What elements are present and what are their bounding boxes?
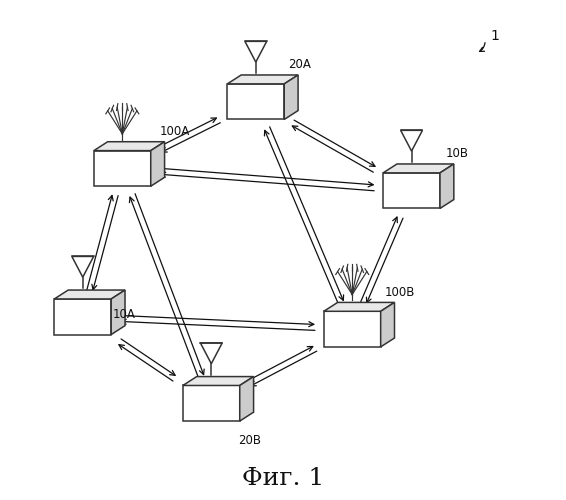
Text: 100B: 100B	[384, 286, 415, 298]
Polygon shape	[54, 290, 125, 299]
Polygon shape	[151, 142, 165, 186]
Polygon shape	[183, 376, 254, 386]
Polygon shape	[54, 299, 111, 334]
Text: 20B: 20B	[238, 434, 261, 447]
Polygon shape	[440, 164, 454, 208]
Text: 10A: 10A	[113, 308, 135, 321]
Text: 20A: 20A	[288, 58, 311, 71]
Polygon shape	[284, 75, 298, 120]
Polygon shape	[200, 343, 222, 363]
Polygon shape	[383, 164, 454, 173]
Polygon shape	[381, 302, 395, 347]
Text: 10B: 10B	[445, 147, 468, 160]
Text: 1: 1	[491, 29, 500, 43]
Text: Фиг. 1: Фиг. 1	[242, 467, 324, 490]
Polygon shape	[72, 256, 93, 277]
Polygon shape	[401, 130, 422, 151]
Polygon shape	[240, 376, 254, 421]
Polygon shape	[245, 42, 267, 62]
Polygon shape	[183, 386, 240, 421]
Polygon shape	[383, 173, 440, 208]
Polygon shape	[111, 290, 125, 335]
Polygon shape	[324, 302, 395, 312]
Polygon shape	[94, 150, 151, 186]
Polygon shape	[324, 312, 381, 347]
Polygon shape	[228, 75, 298, 84]
Polygon shape	[228, 84, 284, 120]
Polygon shape	[94, 142, 165, 150]
Text: 100A: 100A	[160, 125, 190, 138]
